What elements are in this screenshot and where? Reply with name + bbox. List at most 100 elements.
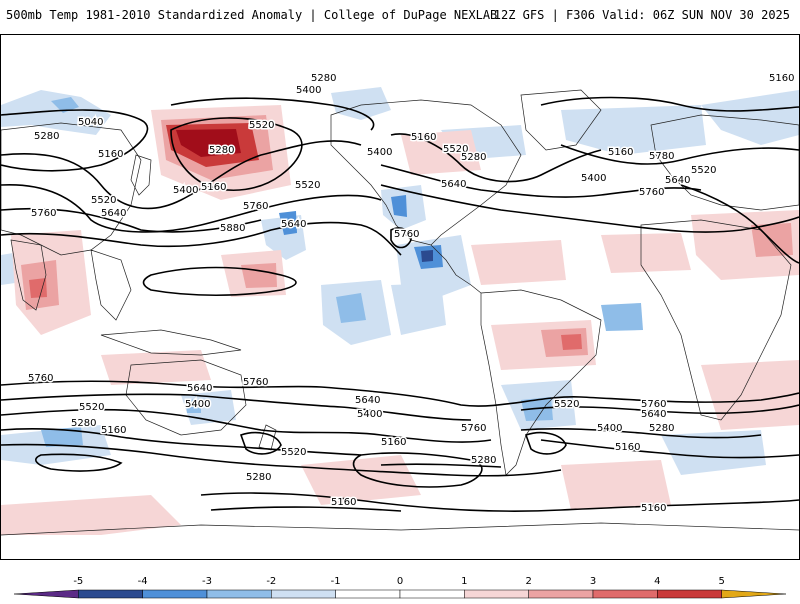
colorbar-canvas: -5 -4 -3 -2 -1 0 1 2 3 4 5 [13,576,787,599]
colorbar-bin [528,589,594,599]
contour-line [1,408,492,443]
contour-label: 5040 [78,117,103,128]
contour-line [380,164,702,198]
anomaly-area [101,350,211,385]
colorbar-tick-label: 4 [654,576,660,587]
contour-label: 5760 [639,187,664,198]
contour-label: 5760 [31,208,56,219]
contour-label: 5400 [296,85,321,96]
contour-label: 5280 [209,145,234,156]
colorbar-tick-label: 1 [461,576,467,587]
colorbar-bin [464,589,529,599]
colorbar-bin [206,589,272,599]
coastline-north-america [330,99,522,246]
contour-label: 5760 [243,377,268,388]
map-title: 500mb Temp 1981-2010 Standardized Anomal… [6,8,498,22]
contour-label: 5280 [34,131,59,142]
contour-label: 5280 [461,152,486,163]
contour-label: 5760 [28,373,53,384]
contour-line [1,221,402,256]
contour-label: 5400 [185,399,210,410]
contour-label: 5520 [443,144,468,155]
anomaly-area [561,334,582,350]
anomaly-area [1,495,181,535]
anomaly-area [176,129,241,157]
contour-line [239,431,282,455]
anomaly-area [601,233,691,273]
contour-line [390,227,412,249]
contour-label: 5520 [91,195,116,206]
contour-line [352,452,483,488]
contour-label: 5520 [691,165,716,176]
contour-line [540,96,799,112]
contour-line [680,184,799,264]
contour-label: 5520 [295,180,320,191]
contour-label: 5640 [101,208,126,219]
anomaly-area [29,278,47,298]
contour-line [170,97,375,131]
colorbar-legend: -5 -4 -3 -2 -1 0 1 2 3 4 5 [0,560,800,600]
anomaly-area [561,105,706,155]
contour-label: 5760 [641,399,666,410]
anomaly-area [701,90,799,145]
contour-line [380,184,799,233]
colorbar-bin [657,589,722,599]
colorbar-ticks: -5 -4 -3 -2 -1 0 1 2 3 4 5 [73,576,725,587]
anomaly-area [186,399,201,413]
anomaly-area [301,455,421,505]
contour-label: 5400 [367,147,392,158]
contour-line [200,492,799,512]
coastline-india [10,239,47,311]
colorbar-tick-label: -4 [138,576,148,587]
contour-line [520,404,799,415]
model-run-info: 12Z GFS | F306 Valid: 06Z SUN NOV 30 202… [493,8,790,22]
map-canvas: 5280 5400 5160 5040 5280 5160 5520 5280 … [1,72,799,536]
colorbar-bins [13,589,787,599]
contour-line [1,140,362,210]
anomaly-area [561,460,671,510]
contour-label: 5160 [101,425,126,436]
contour-label: 5520 [554,399,579,410]
contour-label: 5400 [597,423,622,434]
contour-line [1,428,362,456]
contour-line [1,443,562,477]
contour-label: 5400 [357,409,382,420]
contour-label: 5760 [394,229,419,240]
height-contours [1,96,799,512]
colorbar-tick-label: 5 [718,576,724,587]
coastline-southeast-asia [90,249,132,321]
contour-label: 5520 [79,402,104,413]
colorbar-bin [335,589,401,599]
coastline-australia [125,359,247,436]
anomaly-area [241,263,277,288]
contour-label: 5280 [649,423,674,434]
anomaly-area [661,430,766,475]
contour-label: 5160 [381,437,406,448]
contour-label: 5880 [220,223,245,234]
anomaly-map: 5280 5400 5160 5040 5280 5160 5520 5280 … [0,34,800,560]
colorbar-tick-label: 0 [397,576,403,587]
contour-line [1,207,262,233]
anomaly-area [279,211,297,235]
colorbar-bin [142,589,208,599]
contour-label: 5280 [246,472,271,483]
coastline-antarctica [1,522,799,536]
contour-label: 5780 [649,151,674,162]
contour-line [35,453,123,472]
contour-label: 5520 [249,120,274,131]
coastline-central-america [430,244,482,294]
anomaly-area [421,250,433,262]
contour-line [1,184,382,233]
contour-label: 5760 [461,423,486,434]
colorbar-bin [271,589,336,599]
positive-anomaly-shading [1,105,799,535]
contour-line [524,431,567,455]
contour-label: 5280 [471,455,496,466]
contour-label: 5160 [201,182,226,193]
anomaly-area [41,427,83,447]
coastline-greenland [520,89,602,151]
contour-label: 5280 [71,418,96,429]
contour-line [560,144,799,165]
contour-line [380,463,502,468]
anomaly-area [601,303,643,331]
